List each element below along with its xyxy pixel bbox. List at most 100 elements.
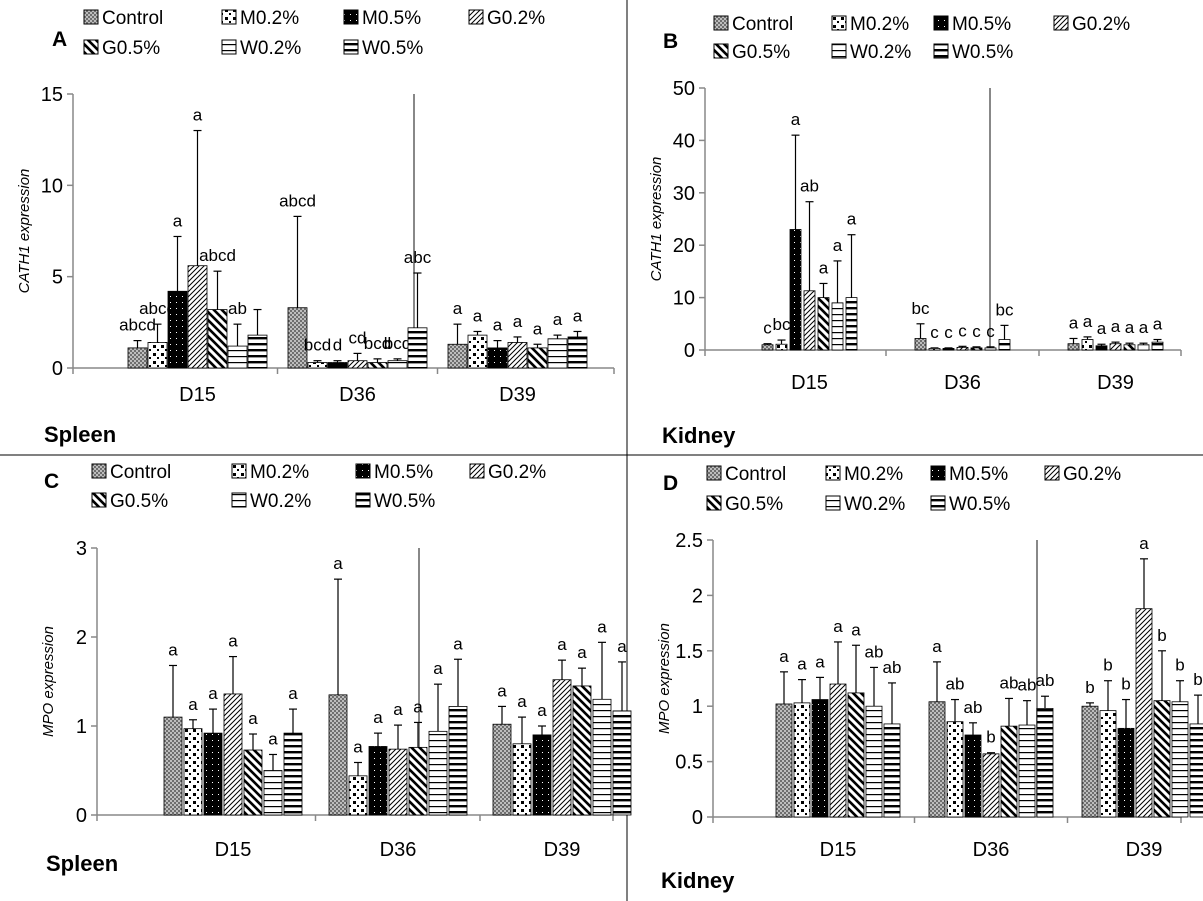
bar-g0-2pct-d15 xyxy=(223,693,243,816)
bar-g0-2pct-d39 xyxy=(1109,343,1122,351)
significance-letter: a xyxy=(453,634,463,653)
bar-control-d36 xyxy=(914,338,927,351)
significance-letter: a xyxy=(577,643,587,662)
significance-letter: a xyxy=(248,709,258,728)
panel-c: C Spleen Control M0.2% M0.5% G0.2% G0.5% W0.2% W… xyxy=(40,462,632,876)
y-tick-label: 3 xyxy=(76,538,87,560)
legend-label-m0-5pct: M0.5% xyxy=(949,464,1008,485)
y-tick-label: 5 xyxy=(52,267,63,289)
legend-swatch-w0-5pct xyxy=(930,495,946,511)
legend-swatch-w0-5pct xyxy=(355,492,371,508)
bar-w0-5pct-d39 xyxy=(1189,723,1203,818)
y-tick-label: 2 xyxy=(76,627,87,649)
significance-letter: a xyxy=(333,554,343,573)
x-category-label: D15 xyxy=(820,839,857,861)
bar-m0-2pct-d39 xyxy=(512,743,532,816)
legend-swatch-w0-2pct xyxy=(831,43,847,59)
significance-letter: ab xyxy=(1036,671,1055,690)
bar-g0-2pct-d15 xyxy=(187,265,208,369)
significance-letter: a xyxy=(1139,318,1149,337)
significance-letter: a xyxy=(228,632,238,651)
significance-letter: a xyxy=(617,637,627,656)
bar-g0-2pct-d36 xyxy=(347,360,368,369)
legend-label-w0-5pct: W0.5% xyxy=(362,38,423,59)
legend-swatch-g0-5pct xyxy=(91,492,107,508)
bar-g0-5pct-d15 xyxy=(847,692,865,818)
significance-letter: ab xyxy=(964,698,983,717)
bar-w0-2pct-d39 xyxy=(547,338,568,369)
legend-label-w0-2pct: W0.2% xyxy=(844,494,905,515)
bar-control-d15 xyxy=(775,703,793,818)
x-category-label: D39 xyxy=(544,839,581,861)
bar-m0-5pct-d36 xyxy=(327,362,348,369)
significance-letter: b xyxy=(1103,656,1112,675)
bar-control-d15 xyxy=(761,344,774,351)
legend-swatch-w0-2pct xyxy=(231,492,247,508)
panel-letter: B xyxy=(663,30,678,53)
bar-g0-2pct-d39 xyxy=(1135,608,1153,818)
legend-label-g0-5pct: G0.5% xyxy=(110,491,168,512)
bar-m0-2pct-d36 xyxy=(928,348,941,351)
x-category-label: D39 xyxy=(499,384,536,406)
bar-w0-5pct-d39 xyxy=(567,336,588,369)
bar-w0-5pct-d39 xyxy=(612,710,632,816)
bar-g0-5pct-d36 xyxy=(367,362,388,369)
legend-swatch-m0-2pct xyxy=(231,463,247,479)
significance-letter: a xyxy=(557,635,567,654)
legend-label-m0-5pct: M0.5% xyxy=(362,8,421,29)
bar-w0-5pct-d36 xyxy=(448,706,468,816)
significance-letter: b xyxy=(1121,675,1130,694)
significance-letter: a xyxy=(188,695,198,714)
y-tick-label: 10 xyxy=(673,288,695,310)
bar-w0-5pct-d15 xyxy=(845,297,858,351)
tissue-label: Spleen xyxy=(46,851,118,876)
x-category-label: D15 xyxy=(215,839,252,861)
bar-g0-5pct-d15 xyxy=(207,309,228,369)
bar-g0-5pct-d36 xyxy=(970,347,983,351)
x-category-label: D15 xyxy=(791,372,828,394)
significance-letter: a xyxy=(797,655,807,674)
legend-swatch-control xyxy=(713,15,729,31)
legend-label-w0-5pct: W0.5% xyxy=(374,491,435,512)
significance-letter: c xyxy=(958,321,967,340)
legend-swatch-control xyxy=(91,463,107,479)
bar-g0-5pct-d39 xyxy=(527,347,548,369)
bar-m0-5pct-d15 xyxy=(811,699,829,818)
bar-control-d39 xyxy=(1081,705,1099,818)
bar-g0-5pct-d39 xyxy=(572,685,592,816)
legend-label-g0-2pct: G0.2% xyxy=(1072,14,1130,35)
bar-w0-5pct-d36 xyxy=(998,339,1011,351)
bar-m0-2pct-d39 xyxy=(1099,710,1117,818)
bar-m0-2pct-d15 xyxy=(775,343,788,351)
significance-letter: a xyxy=(497,681,507,700)
legend-label-m0-5pct: M0.5% xyxy=(952,14,1011,35)
significance-letter: bc xyxy=(996,300,1014,319)
bar-g0-5pct-d15 xyxy=(243,749,263,816)
bar-g0-5pct-d36 xyxy=(1000,725,1018,818)
significance-letter: a xyxy=(597,617,607,636)
legend-swatch-control xyxy=(83,9,99,25)
bar-g0-2pct-d36 xyxy=(388,748,408,816)
y-tick-label: 2.5 xyxy=(675,530,703,552)
significance-letter: a xyxy=(208,684,218,703)
legend-swatch-m0-5pct xyxy=(343,9,359,25)
x-category-label: D39 xyxy=(1126,839,1163,861)
bar-w0-5pct-d15 xyxy=(883,723,901,818)
legend-label-control: Control xyxy=(102,8,163,29)
bar-g0-2pct-d15 xyxy=(803,290,816,351)
legend-swatch-g0-2pct xyxy=(1053,15,1069,31)
significance-letter: a xyxy=(573,306,583,325)
bar-g0-2pct-d36 xyxy=(956,346,969,351)
significance-letter: d xyxy=(333,336,342,355)
legend-swatch-w0-5pct xyxy=(933,43,949,59)
y-tick-label: 10 xyxy=(41,175,63,197)
significance-letter: bc xyxy=(773,315,791,334)
bar-control-d39 xyxy=(1067,343,1080,351)
y-axis-title: MPO expression xyxy=(40,626,57,737)
significance-letter: bcd xyxy=(364,334,391,353)
significance-letter: a xyxy=(393,700,403,719)
significance-letter: a xyxy=(553,310,563,329)
tissue-label: Spleen xyxy=(44,422,116,447)
y-tick-label: 50 xyxy=(673,78,695,100)
y-tick-label: 1 xyxy=(76,716,87,738)
